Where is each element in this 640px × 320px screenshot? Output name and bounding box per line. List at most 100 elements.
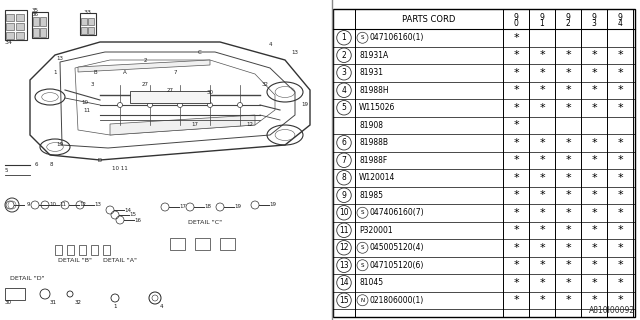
Text: P320001: P320001 [359,226,392,235]
Text: *: * [565,103,571,113]
Text: 3: 3 [342,68,346,77]
Text: *: * [591,68,597,78]
Text: 8: 8 [342,173,346,182]
Text: 047106160(1): 047106160(1) [370,33,424,42]
Text: S: S [361,210,364,215]
Text: 3: 3 [591,19,596,28]
Text: *: * [565,278,571,288]
Text: *: * [513,173,519,183]
Text: *: * [539,173,545,183]
Text: *: * [513,103,519,113]
Text: W120014: W120014 [359,173,396,182]
Text: 81931: 81931 [359,68,383,77]
Text: *: * [539,190,545,200]
Text: *: * [565,173,571,183]
Text: 7: 7 [173,69,177,75]
Circle shape [337,83,351,98]
Text: *: * [617,225,623,235]
Text: 9: 9 [540,12,545,21]
Circle shape [357,207,368,218]
Text: A810I00092: A810I00092 [589,306,635,315]
Text: *: * [539,155,545,165]
Bar [33,28,39,37]
Bar [80,13,96,35]
Text: 30: 30 [207,90,214,94]
Bar [16,32,24,39]
Circle shape [337,100,351,115]
Text: DETAIL "C": DETAIL "C" [188,220,222,225]
Bar [40,17,46,26]
Text: PARTS CORD: PARTS CORD [403,14,456,23]
Text: 045005120(4): 045005120(4) [370,243,424,252]
Text: 81985: 81985 [359,191,383,200]
Text: 10: 10 [339,208,349,217]
Text: 81988B: 81988B [359,138,388,147]
Text: 4: 4 [342,86,346,95]
Bar [6,32,14,39]
Text: *: * [591,85,597,95]
Circle shape [337,276,351,290]
Text: *: * [565,190,571,200]
Bar [81,18,87,25]
Text: 11: 11 [83,108,90,113]
Circle shape [337,241,351,255]
Text: 8: 8 [50,163,54,167]
Text: *: * [617,68,623,78]
Text: *: * [513,138,519,148]
Text: 32: 32 [262,83,269,87]
Text: *: * [591,208,597,218]
Text: *: * [591,278,597,288]
Polygon shape [110,115,255,135]
Text: *: * [539,243,545,253]
Text: 4: 4 [160,303,163,308]
Text: *: * [617,155,623,165]
Text: *: * [565,225,571,235]
Text: 81988H: 81988H [359,86,388,95]
Circle shape [147,102,152,108]
Text: 18: 18 [205,204,211,210]
Text: *: * [565,208,571,218]
Text: *: * [539,138,545,148]
Text: 1: 1 [53,69,57,75]
Bar [6,14,14,21]
Text: *: * [591,103,597,113]
Text: *: * [513,68,519,78]
Text: *: * [513,33,519,43]
Text: 047105120(6): 047105120(6) [370,261,424,270]
Text: 0: 0 [513,19,518,28]
Text: DETAIL "B": DETAIL "B" [58,258,92,262]
Circle shape [337,48,351,62]
Text: 12: 12 [339,243,349,252]
Text: *: * [565,155,571,165]
Text: *: * [565,50,571,60]
Circle shape [357,32,368,43]
Text: 6: 6 [342,138,346,147]
Text: 9: 9 [591,12,596,21]
Text: *: * [513,85,519,95]
Text: 27: 27 [141,83,148,87]
Text: 3: 3 [90,83,93,87]
Text: 7: 7 [342,156,346,165]
Text: *: * [565,243,571,253]
Text: 17: 17 [191,123,198,127]
Text: B: B [93,69,97,75]
Circle shape [207,102,212,108]
Text: *: * [617,243,623,253]
Text: 5: 5 [342,103,346,112]
Text: 10: 10 [81,100,88,105]
Text: *: * [539,50,545,60]
Text: W115026: W115026 [359,103,396,112]
Text: *: * [539,85,545,95]
Text: 13: 13 [339,261,349,270]
Text: *: * [513,225,519,235]
Text: 19: 19 [234,204,241,210]
Polygon shape [78,60,210,72]
Text: 9: 9 [26,203,29,207]
Bar [333,9,635,317]
Circle shape [357,242,368,253]
Circle shape [337,188,351,203]
Text: 13: 13 [95,203,102,207]
Circle shape [337,171,351,185]
Text: 6: 6 [35,163,38,167]
Text: 31: 31 [50,300,57,305]
